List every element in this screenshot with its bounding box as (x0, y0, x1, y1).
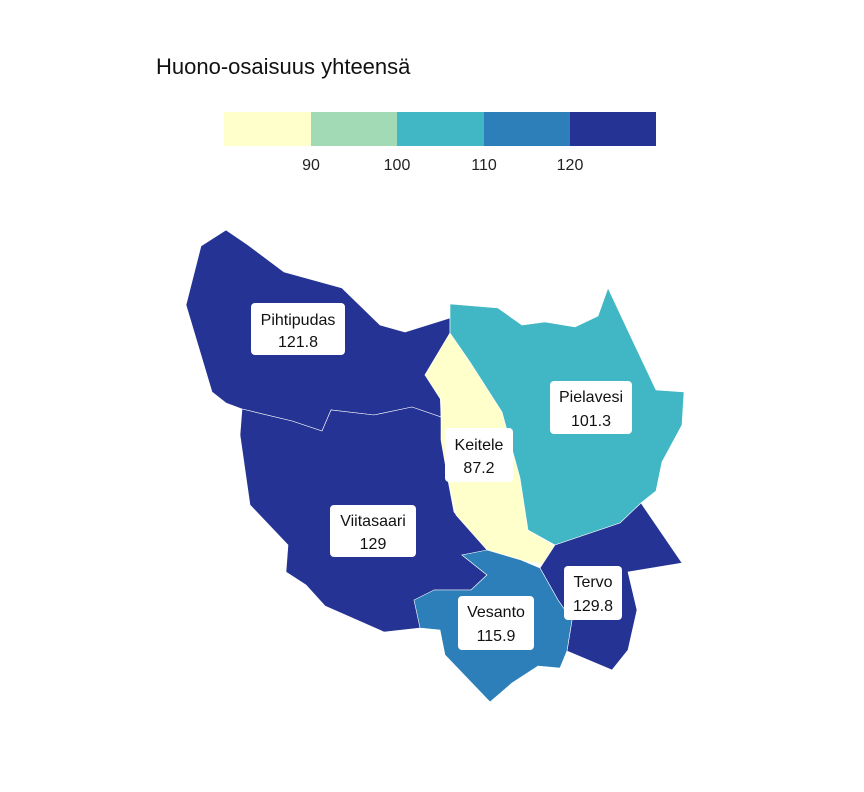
legend-swatch-5 (570, 112, 656, 146)
label-name: Tervo (573, 574, 612, 591)
legend-tick-3: 110 (471, 157, 497, 174)
label-value: 129.8 (573, 598, 613, 615)
label-value: 121.8 (278, 334, 318, 351)
label-tervo: Tervo 129.8 (564, 566, 622, 620)
legend-tick-1: 90 (302, 157, 320, 174)
label-vesanto: Vesanto 115.9 (458, 596, 534, 650)
label-name: Pihtipudas (261, 312, 336, 329)
label-name: Viitasaari (340, 513, 406, 530)
label-keitele: Keitele 87.2 (445, 428, 513, 482)
legend-swatch-4 (484, 112, 570, 146)
map-title: Huono-osaisuus yhteensä (156, 54, 411, 79)
label-value: 115.9 (477, 628, 516, 645)
region-labels: Pihtipudas 121.8 Pielavesi 101.3 Keitele… (251, 303, 632, 650)
label-value: 101.3 (571, 413, 611, 430)
legend: 90 100 110 120 (224, 112, 656, 174)
legend-swatch-1 (224, 112, 311, 146)
label-pihtipudas: Pihtipudas 121.8 (251, 303, 345, 355)
legend-swatch-2 (311, 112, 397, 146)
label-value: 129 (360, 536, 387, 553)
legend-tick-4: 120 (557, 157, 584, 174)
label-value: 87.2 (463, 460, 494, 477)
label-pielavesi: Pielavesi 101.3 (550, 381, 632, 434)
label-viitasaari: Viitasaari 129 (330, 505, 416, 557)
legend-tick-2: 100 (384, 157, 411, 174)
regions (185, 229, 685, 703)
legend-swatch-3 (397, 112, 484, 146)
label-name: Keitele (455, 437, 504, 454)
label-name: Vesanto (467, 604, 525, 621)
label-name: Pielavesi (559, 389, 623, 406)
